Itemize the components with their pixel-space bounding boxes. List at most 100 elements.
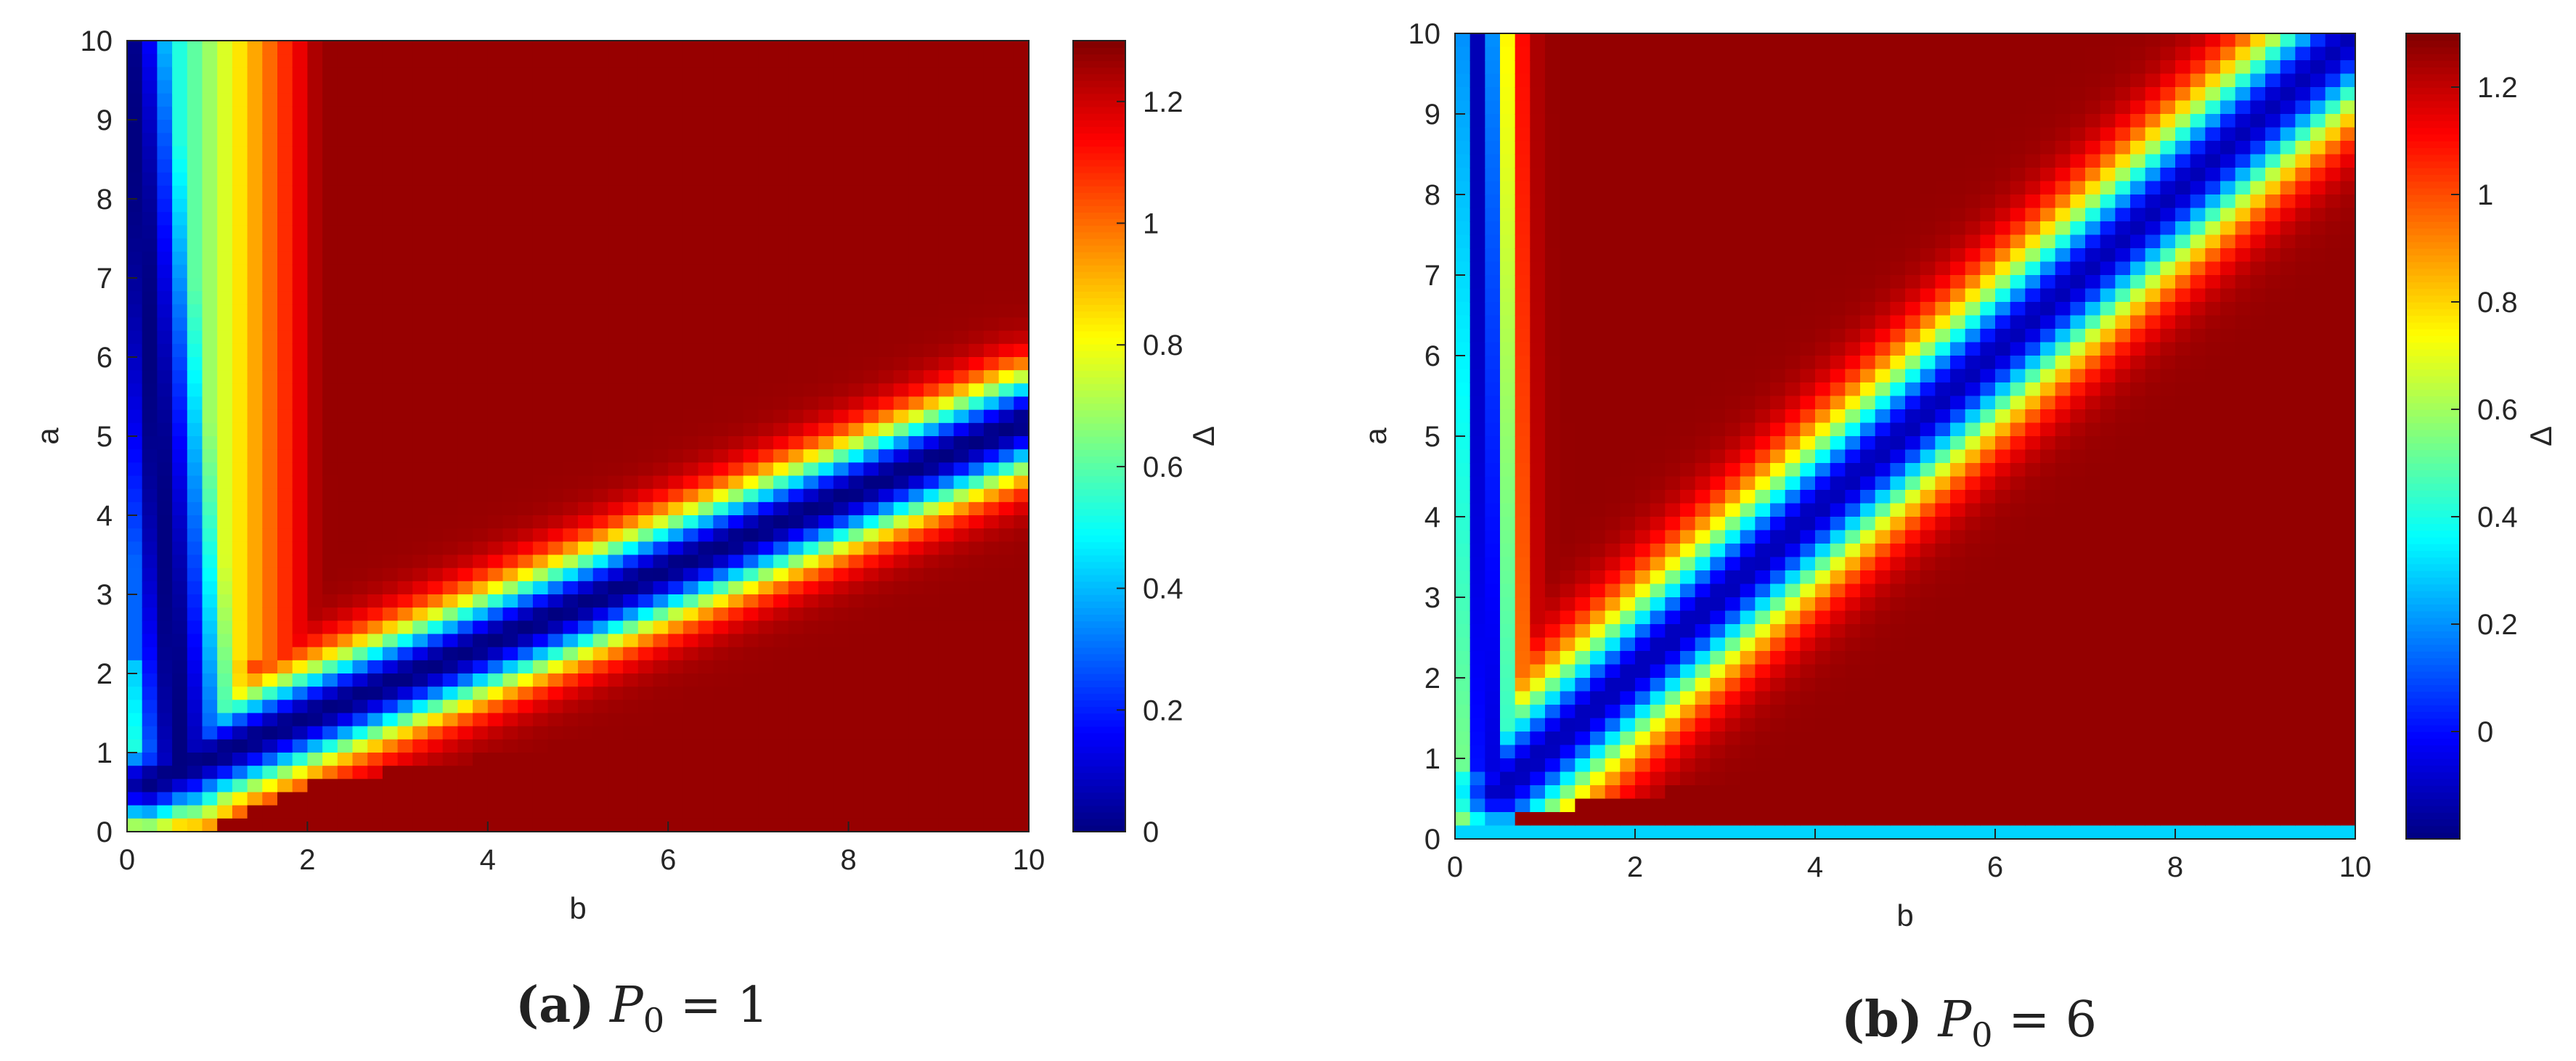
heatmap-cell (247, 278, 264, 292)
heatmap-cell (1455, 181, 1471, 195)
heatmap-cell (682, 159, 699, 173)
heatmap-cell (352, 488, 368, 503)
heatmap-cell (382, 159, 399, 173)
heatmap-cell (863, 185, 879, 200)
heatmap-cell (127, 700, 143, 714)
heatmap-cell (668, 581, 684, 595)
heatmap-cell (442, 687, 459, 701)
heatmap-cell (547, 291, 564, 306)
heatmap-cell (1455, 154, 1471, 168)
heatmap-cell (1665, 73, 1681, 88)
colorbar-segment (1073, 726, 1125, 734)
heatmap-cell (1635, 624, 1651, 639)
heatmap-cell (487, 726, 504, 740)
heatmap-cell (442, 41, 459, 54)
heatmap-cell (998, 133, 1015, 147)
heatmap-cell (1470, 449, 1486, 464)
heatmap-cell (412, 462, 428, 477)
heatmap-cell (1680, 557, 1696, 571)
heatmap-cell (187, 541, 203, 556)
heatmap-cell (863, 212, 879, 226)
heatmap-cell (502, 264, 518, 279)
heatmap-cell (547, 238, 564, 253)
heatmap-cell (803, 462, 819, 477)
heatmap-cell (1590, 100, 1606, 115)
heatmap-cell (773, 607, 789, 622)
heatmap-cell (172, 634, 188, 648)
colorbar-segment (1073, 99, 1125, 107)
heatmap-cell (1740, 288, 1756, 303)
heatmap-cell (1635, 517, 1651, 531)
heatmap-cell (623, 251, 639, 266)
heatmap-cell (397, 159, 414, 173)
heatmap-cell (277, 805, 293, 819)
heatmap-cell (1515, 557, 1531, 571)
heatmap-cell (217, 594, 233, 608)
heatmap-cell (412, 436, 428, 450)
heatmap-cell (1485, 745, 1501, 759)
heatmap-cell (1650, 356, 1666, 370)
heatmap-cell (487, 687, 504, 701)
heatmap-cell (142, 106, 158, 120)
heatmap-cell (1620, 194, 1636, 209)
heatmap-cell (998, 660, 1015, 674)
heatmap-cell (202, 673, 218, 687)
heatmap-cell (352, 251, 368, 266)
heatmap-cell (1014, 383, 1030, 398)
heatmap-cell (608, 304, 624, 319)
heatmap-cell (1710, 356, 1726, 370)
heatmap-cell (698, 515, 714, 529)
heatmap-cell (1650, 154, 1666, 168)
heatmap-cell (668, 225, 684, 239)
heatmap-cell (773, 634, 789, 648)
heatmap-cell (563, 120, 579, 134)
heatmap-cell (578, 488, 594, 503)
heatmap-cell (938, 515, 955, 529)
heatmap-cell (1014, 700, 1030, 714)
heatmap-cell (1500, 127, 1516, 142)
heatmap-cell (1605, 329, 1621, 343)
heatmap-cell (924, 634, 939, 648)
heatmap-cell (337, 515, 354, 529)
heatmap-cell (292, 370, 309, 385)
heatmap-cell (908, 396, 924, 411)
heatmap-cell (803, 475, 819, 490)
heatmap-cell (172, 278, 188, 292)
heatmap-cell (502, 106, 518, 120)
heatmap-cell (1740, 356, 1756, 370)
heatmap-cell (578, 251, 594, 266)
heatmap-cell (863, 779, 879, 793)
heatmap-cell (532, 528, 549, 543)
heatmap-cell (442, 581, 459, 595)
heatmap-cell (1605, 476, 1621, 491)
heatmap-cell (232, 159, 248, 173)
heatmap-cell (998, 41, 1015, 54)
heatmap-cell (743, 607, 759, 622)
heatmap-cell (758, 726, 774, 740)
heatmap-cell (788, 409, 804, 424)
heatmap-cell (172, 541, 188, 556)
heatmap-cell (502, 409, 518, 424)
heatmap-cell (682, 133, 699, 147)
heatmap-cell (1590, 315, 1606, 329)
heatmap-cell (1695, 60, 1711, 75)
heatmap-cell (1470, 221, 1486, 236)
heatmap-cell (728, 805, 744, 819)
heatmap-cell (623, 660, 639, 674)
heatmap-cell (277, 330, 293, 345)
colorbar-segment (1073, 212, 1125, 220)
heatmap-cell (1455, 369, 1471, 383)
heatmap-cell (758, 700, 774, 714)
heatmap-cell (1470, 168, 1486, 182)
heatmap-cell (352, 462, 368, 477)
heatmap-cell (217, 488, 233, 503)
heatmap-cell (1650, 718, 1666, 732)
heatmap-cell (924, 620, 939, 635)
heatmap-cell (1500, 221, 1516, 236)
heatmap-cell (1665, 490, 1681, 504)
heatmap-cell (382, 700, 399, 714)
heatmap-cell (698, 291, 714, 306)
heatmap-cell (1575, 33, 1591, 48)
heatmap-cell (518, 581, 534, 595)
heatmap-cell (1605, 490, 1621, 504)
